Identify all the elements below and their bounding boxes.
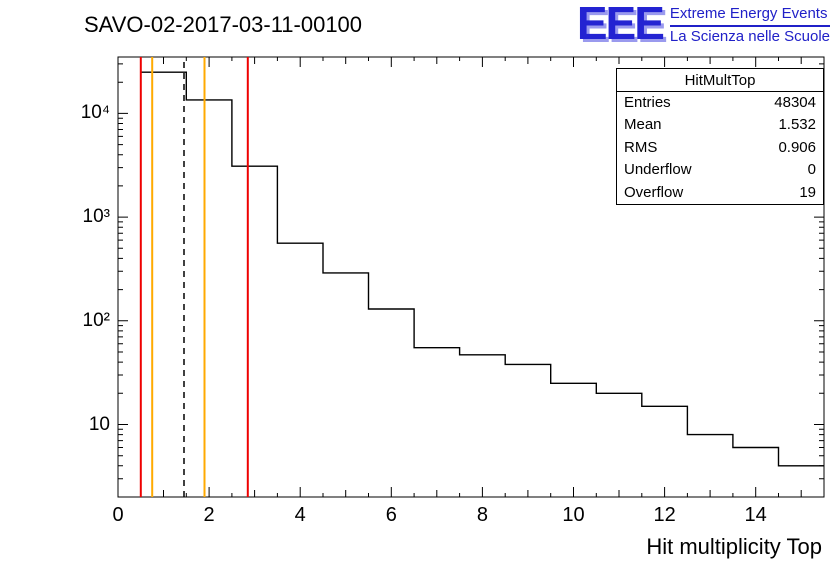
stats-value: 48304	[774, 94, 816, 111]
y-tick-label: 10³	[82, 206, 110, 228]
logo-tagline-italian: La Scienza nelle Scuole	[669, 27, 830, 45]
stats-value: 1.532	[778, 116, 816, 134]
page-title: SAVO-02-2017-03-11-00100	[84, 12, 363, 37]
stats-row-rms: RMS 0.906	[617, 137, 823, 159]
x-axis-title: Hit multiplicity Top	[646, 534, 822, 559]
stats-label: Overflow	[624, 183, 684, 201]
histogram-step-line	[140, 71, 824, 497]
stats-value: 0.906	[778, 138, 816, 156]
stats-value: 0	[807, 161, 816, 179]
eee-logo-letters: EEE	[576, 0, 665, 49]
x-tick-label: 10	[562, 504, 585, 526]
plot-frame	[117, 56, 825, 498]
stats-label: Mean	[624, 116, 662, 134]
x-tick-label: 8	[476, 504, 488, 526]
stats-value: 19	[799, 183, 816, 201]
y-tick-label: 10⁴	[80, 102, 110, 124]
stats-label: Underflow	[624, 161, 692, 179]
x-tick-label: 4	[294, 504, 306, 526]
stats-row-entries: Entries 48304	[617, 92, 823, 114]
stats-box-title: HitMultTop	[617, 69, 823, 92]
y-tick-label: 10²	[82, 309, 110, 331]
x-tick-label: 12	[653, 504, 676, 526]
eee-logo-taglines: Extreme Energy Events La Scienza nelle S…	[669, 2, 830, 45]
stats-label: Entries	[624, 94, 671, 111]
x-tick-label: 14	[744, 504, 767, 526]
eee-logo: EEE Extreme Energy Events La Scienza nel…	[576, 0, 830, 49]
x-tick-label: 2	[203, 504, 215, 526]
axis-ticks	[117, 57, 825, 497]
x-tick-label: 6	[385, 504, 397, 526]
y-tick-label: 10	[88, 413, 110, 435]
logo-tagline-english: Extreme Energy Events	[669, 5, 828, 22]
stats-row-mean: Mean 1.532	[617, 114, 823, 136]
logo-divider	[669, 24, 830, 27]
x-tick-label: 0	[112, 504, 124, 526]
stats-label: RMS	[624, 138, 658, 156]
stats-row-underflow: Underflow 0	[617, 159, 823, 181]
stats-box: HitMultTop Entries 48304 Mean 1.532 RMS …	[616, 68, 824, 205]
stats-row-overflow: Overflow 19	[617, 182, 823, 204]
